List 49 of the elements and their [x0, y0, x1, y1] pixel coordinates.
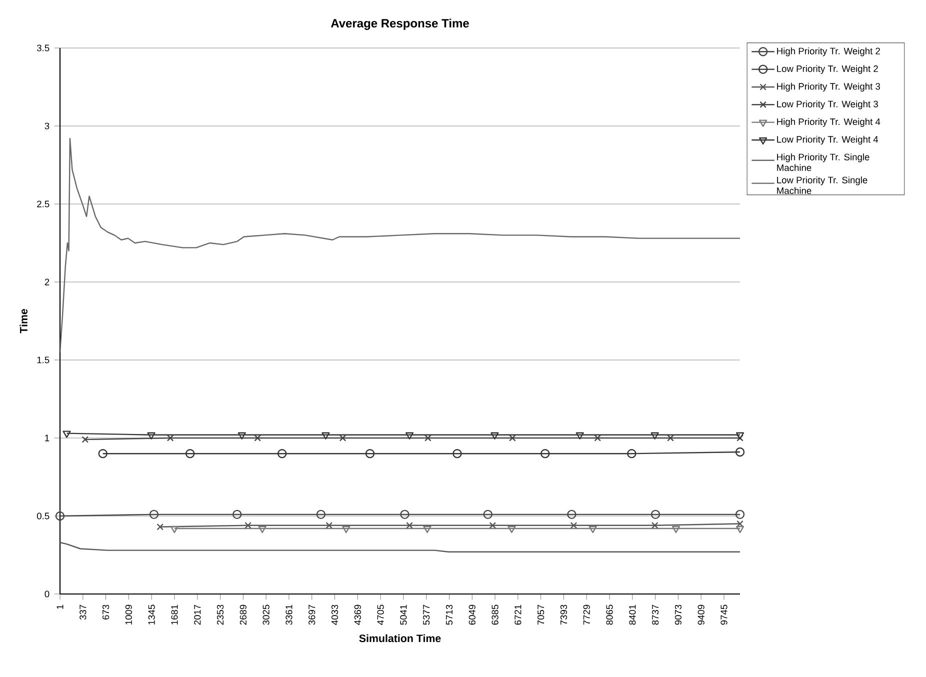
x-tick-label: 3361 — [286, 604, 292, 625]
x-tick-label: 4033 — [331, 604, 338, 625]
y-tick-label: 2.5 — [37, 200, 50, 208]
x-tick-label: 4705 — [377, 604, 384, 625]
x-tick-label: 1009 — [125, 604, 132, 624]
x-tick-label: 8065 — [606, 604, 613, 625]
x-tick-label: 7393 — [560, 604, 568, 625]
x-tick-label: 2353 — [216, 604, 224, 625]
y-tick-label: 2 — [44, 278, 50, 286]
x-tick-label: 8737 — [652, 604, 659, 625]
legend-label: High Priority Tr. Weight 2 — [777, 48, 880, 56]
legend-label: Low Priority Tr. Single Machine — [777, 176, 868, 194]
x-tick-label: 8401 — [629, 604, 636, 625]
x-tick-label: 5713 — [446, 604, 453, 625]
x-tick-label: 6049 — [468, 604, 476, 625]
x-tick-label: 1 — [56, 604, 64, 609]
y-tick-label: 0 — [44, 590, 50, 598]
legend-label: High Priority Tr. Weight 4 — [777, 118, 880, 127]
legend-label: Low Priority Tr. Weight 3 — [777, 100, 878, 110]
x-tick-label: 6721 — [514, 604, 522, 625]
x-tick-label: 5377 — [423, 604, 430, 625]
x-tick-label: 2689 — [240, 604, 246, 625]
y-tick-label: 3 — [44, 122, 50, 130]
y-tick-label: 1.5 — [37, 356, 50, 364]
x-tick-label: 7057 — [538, 604, 544, 625]
legend-label: Low Priority Tr. Weight 2 — [777, 65, 878, 74]
legend-label: Low Priority Tr. Weight 4 — [777, 136, 878, 145]
y-tick-label: 1 — [45, 434, 50, 442]
x-tick-label: 1345 — [148, 604, 155, 624]
chart-title: Average Response Time — [330, 18, 469, 30]
x-tick-label: 9745 — [720, 604, 728, 625]
x-tick-label: 3697 — [308, 604, 316, 625]
x-tick-label: 3025 — [262, 604, 270, 625]
x-tick-label: 4369 — [354, 604, 361, 625]
x-tick-label: 673 — [102, 604, 110, 620]
y-tick-label: 3.5 — [36, 44, 50, 52]
y-axis-title: Time — [20, 309, 28, 334]
x-tick-label: 9073 — [674, 604, 682, 625]
x-tick-label: 5041 — [400, 604, 407, 625]
x-tick-label: 9409 — [698, 604, 704, 625]
legend-label: High Priority Tr. Weight 3 — [777, 82, 880, 92]
x-tick-label: 2017 — [194, 604, 201, 625]
x-tick-label: 1681 — [171, 604, 178, 624]
x-tick-label: 6385 — [492, 604, 498, 625]
x-axis-title: Simulation Time — [359, 634, 441, 642]
x-tick-label: 7729 — [583, 604, 590, 625]
y-tick-label: 0.5 — [36, 512, 50, 520]
x-tick-label: 337 — [80, 604, 86, 620]
legend-label: High Priority Tr. Single Machine — [777, 154, 870, 172]
